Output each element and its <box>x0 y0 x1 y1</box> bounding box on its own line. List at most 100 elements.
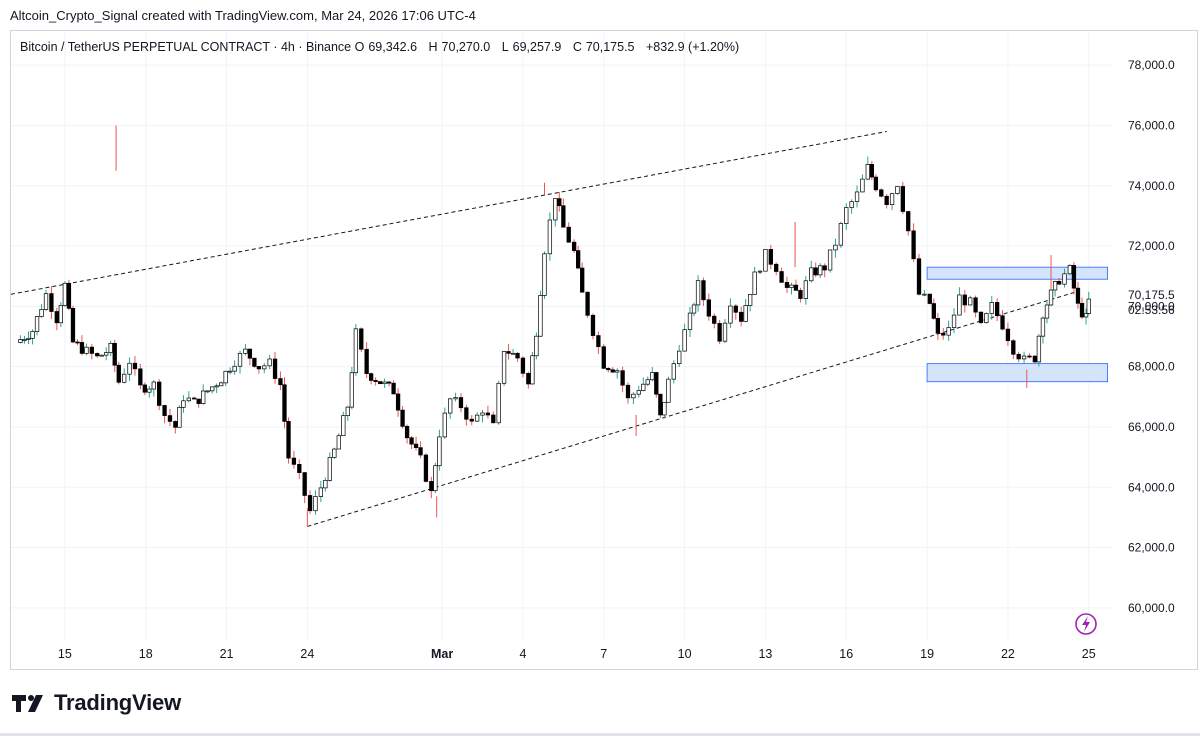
candle-body <box>520 357 526 374</box>
candle-body <box>167 415 173 422</box>
price-tick-label: 64,000.0 <box>1128 480 1175 494</box>
candle-body <box>978 311 984 324</box>
candle-body <box>491 414 496 424</box>
time-tick-label: 21 <box>220 647 234 661</box>
candle-body <box>142 384 147 393</box>
candle-body <box>353 328 359 374</box>
chart-caption: Altcoin_Crypto_Signal created with Tradi… <box>10 8 476 23</box>
candle-body <box>373 380 378 382</box>
time-tick-label: 7 <box>600 647 607 661</box>
candle-body <box>869 164 875 178</box>
candle-body <box>332 448 337 458</box>
candle-body <box>849 201 854 208</box>
low-value: 69,257.9 <box>512 40 562 54</box>
candle-body <box>377 381 383 385</box>
candle-body <box>576 250 581 269</box>
candle-body <box>442 412 447 438</box>
candle-body <box>501 351 507 384</box>
candle-body <box>262 365 267 370</box>
bolt-icon <box>1082 616 1090 632</box>
candle-body <box>75 341 80 344</box>
candle-body <box>237 353 243 367</box>
candle-body <box>566 226 571 243</box>
price-tick-label: 78,000.0 <box>1128 58 1175 72</box>
candle-body <box>485 412 491 416</box>
candle-body <box>654 372 659 395</box>
candle-body <box>873 176 879 191</box>
price-tick-label: 70,000.0 <box>1128 299 1175 313</box>
change-value: +832.9 (+1.20%) <box>646 40 740 54</box>
candle-body <box>247 348 253 359</box>
candle-body <box>580 267 585 293</box>
open-value: 69,342.6 <box>368 40 418 54</box>
symbol-legend: Bitcoin / TetherUS PERPETUAL CONTRACT · … <box>20 40 739 54</box>
candle-body <box>779 271 784 283</box>
candle-body <box>336 435 341 450</box>
candle-body <box>39 309 44 317</box>
candle-body <box>677 350 682 365</box>
candle-body <box>43 293 49 310</box>
candle-body <box>515 352 520 359</box>
candle-body <box>538 295 543 337</box>
price-tick-label: 74,000.0 <box>1128 179 1175 193</box>
candle-body <box>813 267 818 276</box>
candle-body <box>968 297 973 306</box>
candle-body <box>453 397 458 400</box>
time-tick-label: 16 <box>839 647 853 661</box>
candle-body <box>860 178 865 193</box>
candle-body <box>1036 335 1042 363</box>
time-tick-label: 18 <box>139 647 153 661</box>
candle-body <box>662 401 667 416</box>
candle-body <box>232 365 237 372</box>
candle-body <box>1048 289 1054 306</box>
candle-body <box>542 253 547 296</box>
candle-body <box>1044 304 1050 319</box>
candle-body <box>413 443 419 448</box>
price-axis: 78,000.0 76,000.0 74,000.0 72,000.0 70,000.0… <box>1128 58 1175 615</box>
price-tick-label: 62,000.0 <box>1128 541 1175 555</box>
candle-body <box>49 293 54 312</box>
candle-body <box>386 381 392 384</box>
candle-body <box>547 219 553 255</box>
candle-body <box>610 369 615 373</box>
candle-body <box>219 382 224 387</box>
high-label: H <box>428 40 438 54</box>
candle-body <box>341 415 346 437</box>
candle-body <box>282 384 287 422</box>
candle-body <box>534 335 539 357</box>
candle-body <box>132 362 138 370</box>
candle-body <box>590 314 596 336</box>
candle-body <box>418 447 423 456</box>
candle-body <box>895 186 900 194</box>
candle-body <box>763 249 768 272</box>
close-label: C <box>572 40 582 54</box>
brand-name: TradingView <box>54 690 181 715</box>
candle-body <box>162 405 167 416</box>
candle-body <box>474 414 480 422</box>
candle-body <box>1027 355 1032 358</box>
candle-body <box>645 379 650 385</box>
candle-body <box>784 282 790 288</box>
candle-body <box>291 457 297 465</box>
candle-body <box>838 223 844 246</box>
countdown-label: 02:53:56 <box>1128 303 1175 317</box>
candle-body <box>201 390 206 404</box>
candle-body <box>18 339 23 343</box>
candle-body <box>79 342 85 354</box>
grid <box>11 32 1113 640</box>
candle-body <box>127 362 132 375</box>
candle-body <box>691 304 697 314</box>
candle-body <box>957 294 962 316</box>
candle-body <box>671 363 676 380</box>
candle-body <box>984 313 989 324</box>
candle-body <box>884 195 889 205</box>
candle-body <box>1062 273 1067 285</box>
candle-body <box>557 198 562 207</box>
tradingview-logo[interactable]: TradingView <box>12 688 181 718</box>
divider <box>0 733 1200 736</box>
candle-body <box>1021 355 1027 360</box>
candle-body <box>1000 315 1005 330</box>
candle-body <box>946 327 951 336</box>
candle-body <box>798 290 803 299</box>
